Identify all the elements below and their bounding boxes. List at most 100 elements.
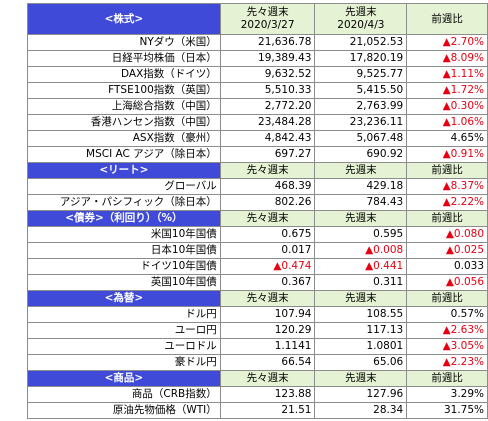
market-table-body: <株式> 先々週末 2020/3/27 先週末 2020/4/3 前週比 NYダウ（米国） 2…	[27, 3, 488, 419]
prev-week-header: 先々週末 2020/3/27	[219, 3, 316, 35]
row-name: 米国10年国債	[27, 226, 221, 243]
row-name: 日経平均株価（日本）	[27, 50, 221, 67]
section-label: <リート>	[27, 162, 221, 179]
table-row: DAX指数（ドイツ） 9,632.52 9,525.77 ▲1.11%	[27, 66, 488, 83]
table-row: ユーロドル 1.1141 1.0801 ▲3.05%	[27, 338, 488, 355]
header-date: 2020/4/3	[337, 19, 385, 31]
row-name: 日本10年国債	[27, 242, 221, 259]
prev-week-value: 120.29	[219, 322, 316, 339]
section-label: <株式>	[27, 3, 221, 35]
table-row: 上海総合指数（中国） 2,772.20 2,763.99 ▲0.30%	[27, 98, 488, 115]
header-label: 前週比	[431, 372, 463, 384]
prev-week-header: 先々週末	[219, 210, 316, 227]
prev-week-value: 21,636.78	[219, 34, 316, 51]
last-week-value: ▲0.441	[314, 258, 408, 275]
change-value: 31.75%	[406, 402, 488, 419]
table-row: 豪ドル円 66.54 65.06 ▲2.23%	[27, 354, 488, 371]
change-value: 3.29%	[406, 386, 488, 403]
table-row: ドル円 107.94 108.55 0.57%	[27, 306, 488, 323]
prev-week-header: 先々週末	[219, 290, 316, 307]
header-label: 先々週末	[246, 164, 289, 176]
table-row: MSCI AC アジア（除日本） 697.27 690.92 ▲0.91%	[27, 146, 488, 163]
change-value: ▲2.63%	[406, 322, 488, 339]
section-header-row: <債券>（利回り）（%） 先々週末 先週末 前週比	[27, 210, 488, 227]
table-row: 米国10年国債 0.675 0.595 ▲0.080	[27, 226, 488, 243]
last-week-value: 21,052.53	[314, 34, 408, 51]
market-table: <株式> 先々週末 2020/3/27 先週末 2020/4/3 前週比 NYダウ（米国） 2…	[27, 3, 488, 419]
section-header-row: <リート> 先々週末 先週末 前週比	[27, 162, 488, 179]
header-label: 先週末	[345, 164, 377, 176]
change-header: 前週比	[406, 370, 488, 387]
last-week-header: 先週末	[314, 210, 408, 227]
last-week-value: 0.311	[314, 274, 408, 291]
prev-week-header: 先々週末	[219, 370, 316, 387]
last-week-value: 9,525.77	[314, 66, 408, 83]
change-value: ▲1.06%	[406, 114, 488, 131]
row-name: 香港ハンセン指数（中国）	[27, 114, 221, 131]
header-label: 先週末	[345, 212, 377, 224]
table-row: 原油先物価格（WTI） 21.51 28.34 31.75%	[27, 402, 488, 419]
change-value: ▲1.11%	[406, 66, 488, 83]
row-name: グローバル	[27, 178, 221, 195]
table-row: グローバル 468.39 429.18 ▲8.37%	[27, 178, 488, 195]
last-week-header: 先週末 2020/4/3	[314, 3, 408, 35]
header-label: 前週比	[431, 12, 463, 25]
header-label: 先々週末	[246, 372, 289, 384]
header-label: 先週末	[345, 6, 377, 18]
table-row: ユーロ円 120.29 117.13 ▲2.63%	[27, 322, 488, 339]
prev-week-value: 0.675	[219, 226, 316, 243]
prev-week-value: 19,389.43	[219, 50, 316, 67]
prev-week-value: 123.88	[219, 386, 316, 403]
last-week-value: 784.43	[314, 194, 408, 211]
change-value: ▲8.37%	[406, 178, 488, 195]
prev-week-value: 1.1141	[219, 338, 316, 355]
prev-week-value: 4,842.43	[219, 130, 316, 147]
prev-week-value: 66.54	[219, 354, 316, 371]
row-name: FTSE100指数（英国）	[27, 82, 221, 99]
prev-week-value: 0.367	[219, 274, 316, 291]
prev-week-value: 9,632.52	[219, 66, 316, 83]
table-row: 香港ハンセン指数（中国） 23,484.28 23,236.11 ▲1.06%	[27, 114, 488, 131]
change-value: ▲3.05%	[406, 338, 488, 355]
market-summary: <株式> 先々週末 2020/3/27 先週末 2020/4/3 前週比 NYダウ（米国） 2…	[27, 3, 488, 419]
header-label: 前週比	[431, 164, 463, 176]
change-value: ▲0.080	[406, 226, 488, 243]
change-value: ▲2.23%	[406, 354, 488, 371]
last-week-header: 先週末	[314, 370, 408, 387]
last-week-header: 先週末	[314, 162, 408, 179]
last-week-value: 23,236.11	[314, 114, 408, 131]
header-label: 先々週末	[246, 212, 289, 224]
change-value: ▲0.025	[406, 242, 488, 259]
change-header: 前週比	[406, 210, 488, 227]
change-value: 0.57%	[406, 306, 488, 323]
last-week-value: 690.92	[314, 146, 408, 163]
change-value: 4.65%	[406, 130, 488, 147]
prev-week-value: 5,510.33	[219, 82, 316, 99]
change-value: ▲2.22%	[406, 194, 488, 211]
table-row: ドイツ10年国債 ▲0.474 ▲0.441 0.033	[27, 258, 488, 275]
last-week-value: 117.13	[314, 322, 408, 339]
table-row: 日本10年国債 0.017 ▲0.008 ▲0.025	[27, 242, 488, 259]
header-label: 先週末	[345, 372, 377, 384]
last-week-value: ▲0.008	[314, 242, 408, 259]
row-name: NYダウ（米国）	[27, 34, 221, 51]
header-label: 先々週末	[246, 292, 289, 304]
last-week-value: 5,415.50	[314, 82, 408, 99]
table-row: 英国10年国債 0.367 0.311 ▲0.056	[27, 274, 488, 291]
row-name: ユーロドル	[27, 338, 221, 355]
header-label: 先々週末	[246, 6, 289, 18]
last-week-header: 先週末	[314, 290, 408, 307]
change-value: ▲0.056	[406, 274, 488, 291]
prev-week-value: 468.39	[219, 178, 316, 195]
prev-week-value: 21.51	[219, 402, 316, 419]
change-value: ▲2.70%	[406, 34, 488, 51]
table-row: ASX指数（豪州） 4,842.43 5,067.48 4.65%	[27, 130, 488, 147]
row-name: アジア・パシフィック（除日本）	[27, 194, 221, 211]
header-label: 前週比	[431, 292, 463, 304]
last-week-value: 28.34	[314, 402, 408, 419]
last-week-value: 0.595	[314, 226, 408, 243]
prev-week-value: 23,484.28	[219, 114, 316, 131]
change-header: 前週比	[406, 162, 488, 179]
header-label: 先週末	[345, 292, 377, 304]
change-value: ▲8.09%	[406, 50, 488, 67]
